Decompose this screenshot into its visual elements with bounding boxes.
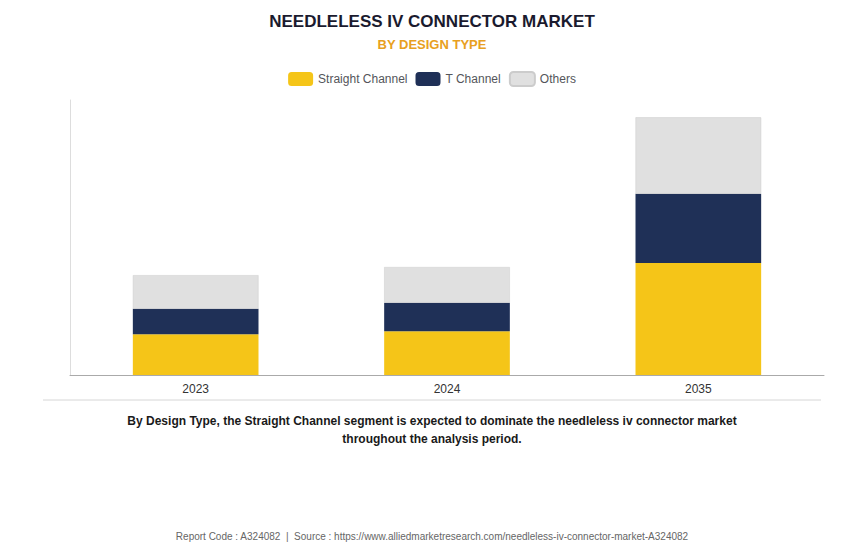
- svg-text:T Channel: T Channel: [446, 72, 501, 86]
- svg-text:Straight Channel: Straight Channel: [318, 72, 407, 86]
- svg-text:Others: Others: [540, 72, 576, 86]
- svg-text:2023: 2023: [182, 382, 209, 396]
- svg-text:By Design Type, the Straight C: By Design Type, the Straight Channel seg…: [127, 414, 736, 428]
- svg-text:BY DESIGN TYPE: BY DESIGN TYPE: [378, 37, 487, 52]
- svg-text:2024: 2024: [434, 382, 461, 396]
- svg-text:2035: 2035: [685, 382, 712, 396]
- svg-text:NEEDLELESS IV CONNECTOR MARKET: NEEDLELESS IV CONNECTOR MARKET: [269, 12, 595, 31]
- svg-text:throughout the analysis period: throughout the analysis period.: [342, 432, 521, 446]
- svg-text:Report Code : A324082 | Sour: Report Code : A324082 | Source : https:/…: [176, 531, 689, 542]
